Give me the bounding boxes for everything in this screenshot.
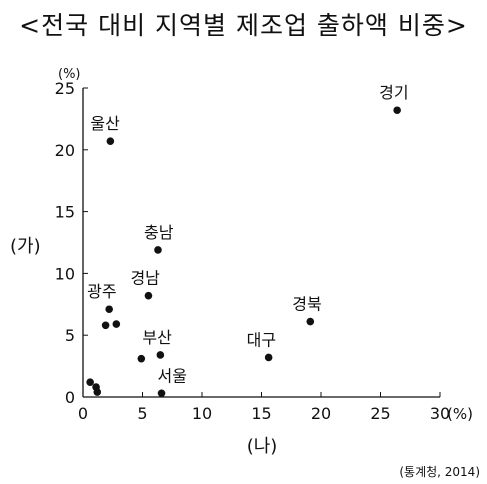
x-tick-label: 15 [251, 404, 271, 423]
x-tick-label: 0 [78, 404, 88, 423]
point-label: 대구 [247, 330, 276, 349]
source-note: (통계청, 2014) [399, 465, 480, 479]
x-tick-label: 20 [311, 404, 331, 423]
data-point [156, 351, 165, 359]
x-axis-label: (나) [247, 436, 278, 457]
data-point [137, 354, 146, 363]
y-tick-label: 20 [55, 141, 75, 160]
y-tick-label: 25 [55, 79, 75, 98]
data-point [306, 317, 315, 326]
point-label: 경기 [379, 83, 408, 102]
data-point [93, 388, 102, 396]
point-label: 서울 [158, 366, 187, 385]
data-point [112, 320, 121, 328]
data-point [86, 378, 94, 386]
y-tick-label: 5 [65, 326, 75, 345]
point-label: 광주 [87, 282, 116, 301]
point-label: 경북 [292, 295, 321, 314]
data-point [154, 246, 162, 254]
data-point [144, 291, 153, 300]
y-unit-label: (%) [58, 67, 81, 82]
data-point [106, 137, 115, 145]
data-point [157, 389, 166, 398]
y-axis-label: (가) [10, 236, 41, 257]
data-point [105, 305, 113, 314]
point-label: 울산 [90, 114, 120, 133]
point-label: 충남 [144, 223, 174, 242]
chart-title: <전국 대비 지역별 제조업 출하액 비중> [19, 11, 468, 40]
point-label: 부산 [142, 328, 172, 347]
data-point [393, 106, 401, 115]
x-tick-label: 10 [192, 404, 212, 423]
x-tick-label: 30 [430, 404, 450, 423]
data-point [101, 321, 110, 330]
y-tick-label: 15 [55, 203, 75, 222]
point-label: 경남 [130, 269, 160, 288]
y-tick-label: 0 [65, 388, 75, 407]
data-point [264, 353, 273, 362]
x-unit-label: (%) [447, 405, 473, 423]
x-tick-label: 5 [137, 404, 147, 423]
x-tick-label: 25 [370, 404, 390, 423]
y-tick-label: 10 [55, 264, 75, 283]
